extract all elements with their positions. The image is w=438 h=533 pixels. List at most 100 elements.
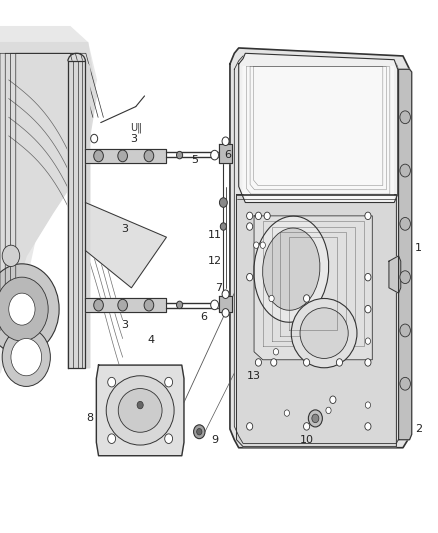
Circle shape: [211, 300, 219, 310]
Text: U‖: U‖: [130, 123, 142, 133]
Circle shape: [400, 217, 410, 230]
Polygon shape: [254, 216, 372, 360]
Text: 3: 3: [121, 320, 128, 330]
Circle shape: [2, 245, 20, 266]
Circle shape: [304, 295, 310, 302]
Circle shape: [400, 377, 410, 390]
Circle shape: [0, 277, 48, 341]
Circle shape: [308, 410, 322, 427]
Polygon shape: [243, 67, 393, 198]
Circle shape: [304, 359, 310, 366]
Circle shape: [336, 359, 343, 366]
Circle shape: [326, 407, 331, 414]
Text: 4: 4: [148, 335, 155, 345]
Circle shape: [219, 198, 227, 207]
Ellipse shape: [254, 216, 328, 322]
Circle shape: [94, 300, 103, 311]
Text: 3: 3: [121, 224, 128, 234]
Ellipse shape: [263, 228, 320, 310]
Circle shape: [165, 377, 173, 387]
Text: 8: 8: [86, 414, 93, 423]
Circle shape: [118, 300, 127, 311]
Circle shape: [255, 212, 261, 220]
Circle shape: [137, 401, 143, 409]
Circle shape: [222, 309, 229, 317]
Circle shape: [260, 242, 265, 248]
Text: 6: 6: [200, 312, 207, 322]
Polygon shape: [96, 365, 184, 456]
Circle shape: [273, 349, 279, 355]
Text: 10: 10: [300, 435, 314, 445]
Ellipse shape: [291, 298, 357, 368]
Polygon shape: [0, 43, 96, 330]
Circle shape: [0, 264, 59, 354]
Circle shape: [247, 423, 253, 430]
Circle shape: [255, 359, 261, 366]
Circle shape: [365, 273, 371, 281]
Polygon shape: [85, 149, 166, 163]
Text: 12: 12: [208, 256, 222, 266]
Text: 6: 6: [224, 150, 231, 159]
Circle shape: [94, 150, 103, 162]
Circle shape: [400, 111, 410, 124]
Text: 2: 2: [415, 424, 422, 434]
Circle shape: [400, 324, 410, 337]
Circle shape: [365, 212, 371, 220]
Circle shape: [247, 223, 253, 230]
Polygon shape: [85, 298, 166, 312]
Text: 9: 9: [211, 435, 218, 445]
Circle shape: [365, 359, 371, 366]
Text: 5: 5: [191, 155, 198, 165]
Circle shape: [304, 423, 310, 430]
Circle shape: [108, 377, 116, 387]
Circle shape: [144, 150, 154, 162]
Circle shape: [400, 164, 410, 177]
Polygon shape: [239, 53, 398, 203]
Circle shape: [197, 429, 202, 435]
Circle shape: [247, 212, 253, 220]
Text: 3: 3: [130, 134, 137, 143]
Circle shape: [211, 150, 219, 160]
Ellipse shape: [106, 376, 174, 445]
Circle shape: [165, 434, 173, 443]
Polygon shape: [219, 296, 232, 312]
Polygon shape: [85, 203, 166, 288]
Circle shape: [247, 273, 253, 281]
Circle shape: [269, 295, 274, 302]
Circle shape: [264, 212, 270, 220]
Text: 13: 13: [247, 371, 261, 381]
Text: 11: 11: [208, 230, 222, 239]
Circle shape: [222, 137, 229, 146]
Circle shape: [220, 223, 226, 230]
Polygon shape: [399, 69, 412, 440]
Circle shape: [312, 414, 319, 423]
Ellipse shape: [118, 389, 162, 432]
Circle shape: [330, 396, 336, 403]
Circle shape: [365, 402, 371, 408]
Circle shape: [222, 290, 229, 298]
Circle shape: [11, 338, 42, 376]
Polygon shape: [68, 61, 90, 368]
Circle shape: [118, 150, 127, 162]
Text: 7: 7: [215, 283, 223, 293]
Circle shape: [9, 293, 35, 325]
Polygon shape: [389, 256, 401, 293]
Circle shape: [254, 242, 259, 248]
Circle shape: [177, 301, 183, 309]
Circle shape: [365, 305, 371, 313]
Circle shape: [365, 423, 371, 430]
Circle shape: [108, 434, 116, 443]
Circle shape: [177, 151, 183, 159]
Circle shape: [400, 271, 410, 284]
Polygon shape: [237, 195, 396, 447]
Circle shape: [271, 359, 277, 366]
Circle shape: [365, 338, 371, 344]
Polygon shape: [0, 27, 96, 373]
Polygon shape: [219, 144, 232, 163]
Circle shape: [91, 134, 98, 143]
Circle shape: [2, 328, 50, 386]
Text: 1: 1: [415, 243, 422, 253]
Circle shape: [194, 425, 205, 439]
Polygon shape: [230, 48, 410, 448]
Circle shape: [284, 410, 290, 416]
